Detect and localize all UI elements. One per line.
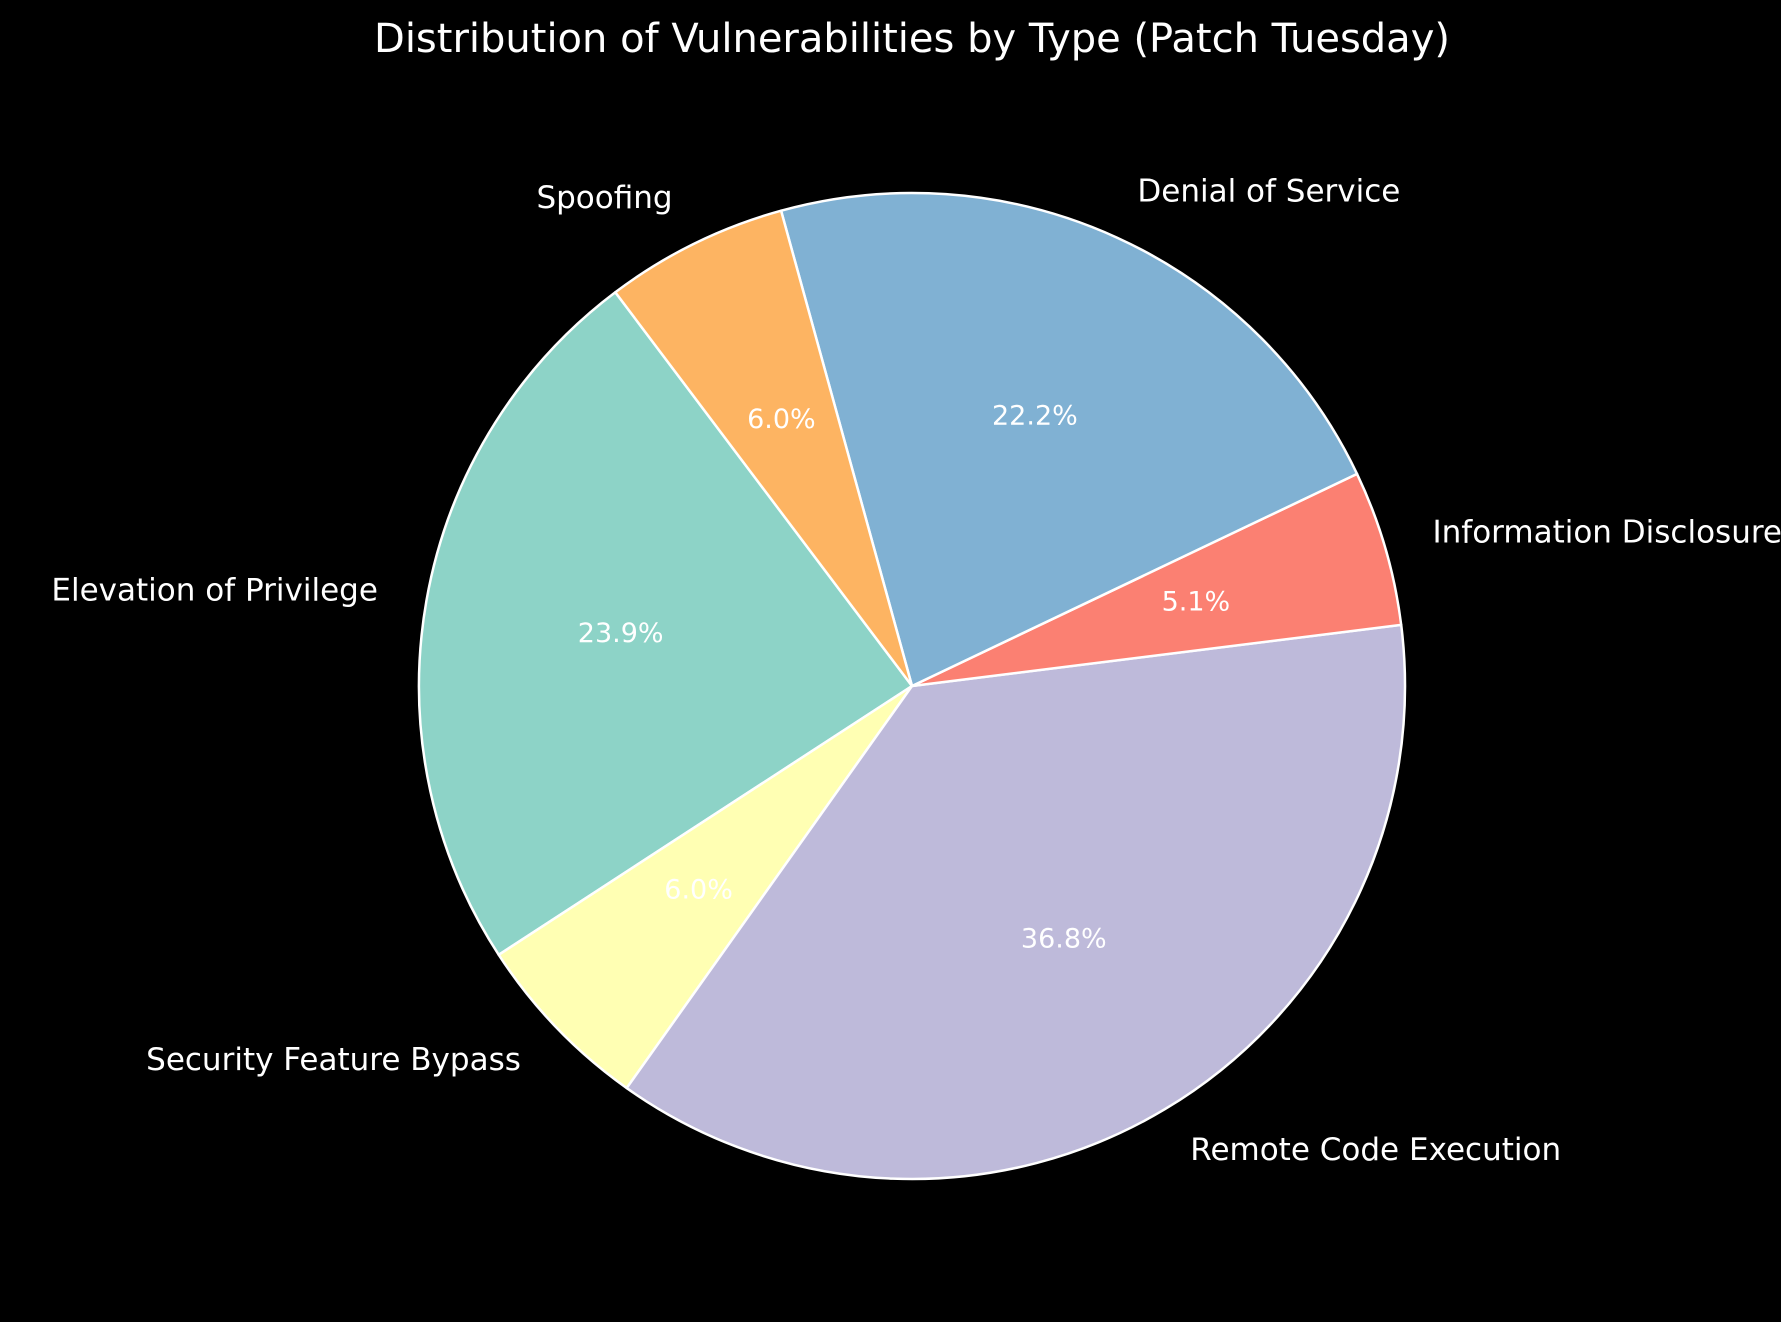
slice-percentage-label: 5.1%	[1162, 587, 1231, 618]
slice-label: Information Disclosure	[1433, 514, 1781, 550]
slice-label: Denial of Service	[1137, 173, 1400, 209]
pie-slices	[417, 191, 1407, 1181]
pie-slice-remote-code-execution	[625, 623, 1407, 1181]
pie-slice-information-disclosure	[910, 472, 1403, 688]
percentage-labels: 23.9% 6.0% 36.8% 5.1% 22.2% 6.0%	[578, 401, 1230, 955]
slice-label: Spoofing	[536, 180, 672, 216]
chart-title: Distribution of Vulnerabilities by Type …	[374, 16, 1450, 62]
slice-label: Security Feature Bypass	[146, 1042, 521, 1078]
pie-slice-spoofing	[614, 209, 914, 688]
pie-slice-elevation-of-privilege	[417, 291, 914, 957]
slice-percentage-label: 6.0%	[664, 874, 733, 905]
slice-percentage-label: 6.0%	[747, 404, 816, 435]
slice-percentage-label: 36.8%	[1021, 923, 1107, 954]
slice-label: Elevation of Privilege	[51, 573, 377, 609]
slice-labels: Elevation of Privilege Security Feature B…	[51, 173, 1781, 1168]
slice-label: Remote Code Execution	[1190, 1132, 1561, 1168]
pie-slice-security-feature-bypass	[497, 684, 914, 1090]
slice-percentage-label: 23.9%	[578, 618, 664, 649]
pie-slice-denial-of-service	[779, 191, 1359, 688]
slice-percentage-label: 22.2%	[992, 401, 1078, 432]
